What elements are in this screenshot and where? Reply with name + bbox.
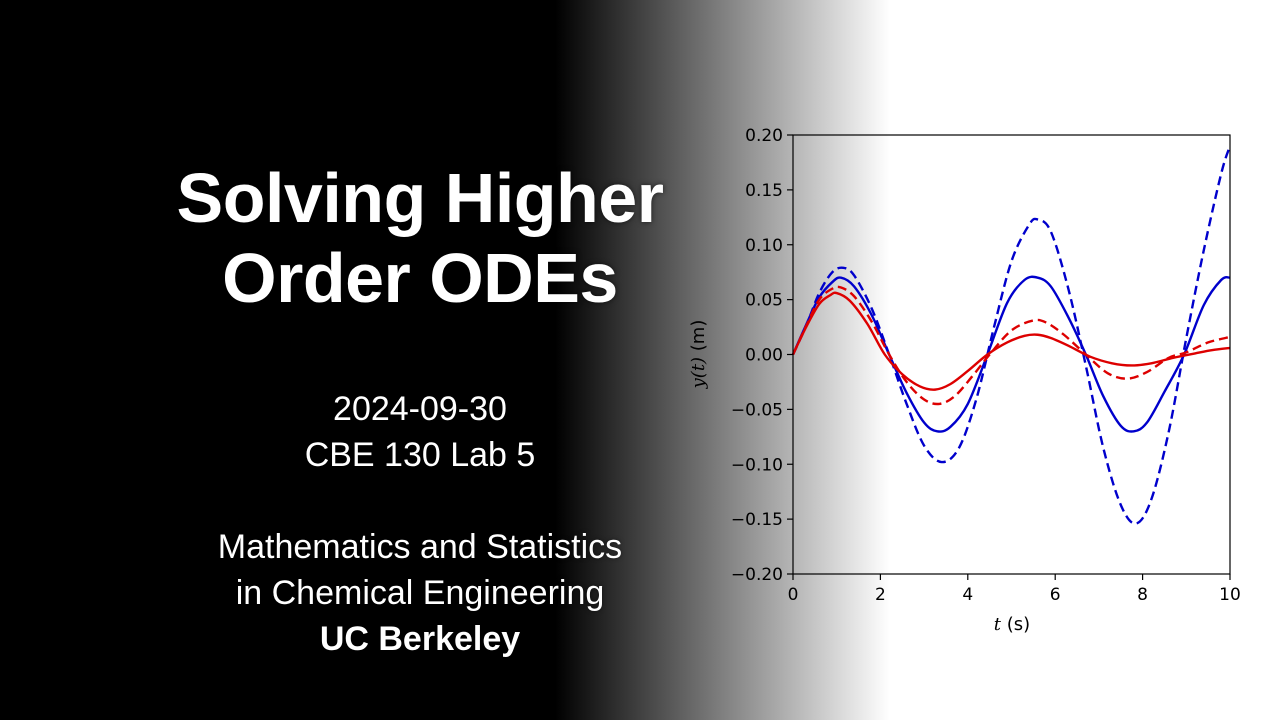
series-line-3 <box>791 285 1231 406</box>
y-tick-label: −0.05 <box>731 400 783 420</box>
x-tick-label: 10 <box>1219 585 1241 605</box>
plot-frame <box>792 134 1231 575</box>
y-tick-label: 0.00 <box>745 346 783 366</box>
series-line-2 <box>791 275 1231 433</box>
x-tick-label: 6 <box>1050 585 1061 605</box>
slide-title: Solving Higher Order ODEs <box>120 158 720 318</box>
x-axis-label: t (s) <box>994 614 1030 635</box>
x-axis-var: t <box>994 614 1002 635</box>
institution: UC Berkeley <box>319 620 521 658</box>
y-axis-unit: (m) <box>688 320 709 357</box>
x-tick-label: 2 <box>875 585 886 605</box>
series-line-1 <box>791 145 1232 525</box>
series-group <box>791 145 1232 525</box>
axes-group: 0 2 4 6 8 10 −0.20 −0.15 −0.10 −0.05 0.00 0.05 0.10 0… <box>731 126 1241 605</box>
y-tick-label: −0.15 <box>731 510 783 530</box>
x-tick-label: 0 <box>788 585 799 605</box>
slide-date: 2024-09-30 <box>333 390 507 428</box>
y-tick-label: −0.20 <box>731 565 783 585</box>
x-tick-label: 4 <box>962 585 973 605</box>
y-axis-label: y(t) (m) <box>688 320 709 390</box>
slide-title-line-1: Solving Higher <box>176 159 664 237</box>
subject-line-1: Mathematics and Statistics <box>217 528 623 566</box>
y-tick-label: −0.10 <box>731 455 783 475</box>
y-tick-label: 0.05 <box>745 291 783 311</box>
ode-solution-chart: 0 2 4 6 8 10 −0.20 −0.15 −0.10 −0.05 0.00 0.05 0.10 0… <box>688 126 1241 635</box>
spacer <box>120 478 720 524</box>
y-tick-label: 0.20 <box>745 126 783 146</box>
y-tick-label: 0.15 <box>745 181 783 201</box>
course-name: CBE 130 Lab 5 <box>304 436 536 474</box>
x-axis-unit: (s) <box>1001 614 1030 635</box>
y-axis-var: y(t) <box>688 357 709 389</box>
y-tick-label: 0.10 <box>745 236 783 256</box>
x-tick-label: 8 <box>1137 585 1148 605</box>
subject-line-2: in Chemical Engineering <box>235 574 605 612</box>
slide-meta: 2024-09-30 CBE 130 Lab 5 Mathematics and… <box>120 386 720 662</box>
slide-title-line-2: Order ODEs <box>222 239 618 317</box>
series-line-4 <box>791 291 1231 391</box>
